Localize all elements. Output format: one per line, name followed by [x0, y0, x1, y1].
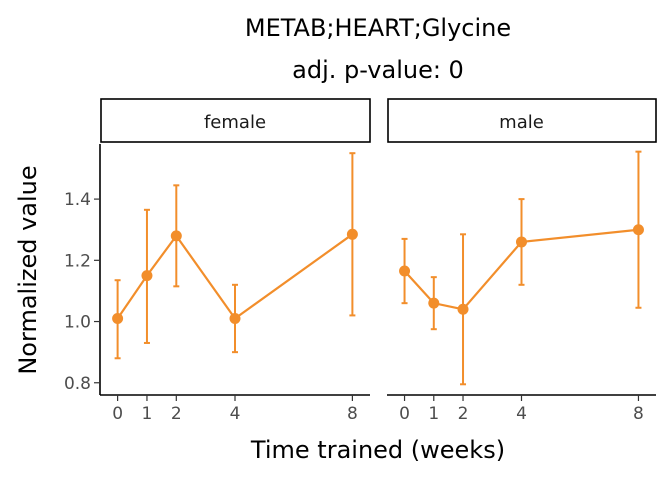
x-tick-label: 2 — [458, 404, 469, 424]
x-tick-label: 8 — [347, 404, 358, 424]
data-point — [112, 312, 124, 324]
x-tick-label: 0 — [112, 404, 123, 424]
x-tick-label: 4 — [516, 404, 527, 424]
x-tick-label: 1 — [142, 404, 153, 424]
data-point — [141, 270, 153, 282]
x-tick-label: 8 — [633, 404, 644, 424]
y-tick-label: 1.0 — [64, 313, 91, 333]
y-axis: 0.8 1.0 1.2 1.4 — [64, 144, 101, 395]
data-point — [457, 303, 469, 315]
facet-panel-male: male 0 1 2 4 8 — [387, 98, 657, 424]
facet-strip — [100, 98, 371, 143]
facet-strip — [387, 98, 657, 143]
facet-strip-label: female — [204, 112, 266, 133]
y-tick-label: 1.4 — [64, 190, 91, 210]
data-point — [229, 312, 241, 324]
data-point — [632, 224, 644, 236]
x-axis-title: Time trained (weeks) — [250, 436, 505, 464]
x-tick-label: 4 — [230, 404, 241, 424]
x-tick-label: 2 — [171, 404, 182, 424]
data-point — [516, 236, 527, 248]
y-tick-label: 1.2 — [64, 251, 91, 271]
chart-subtitle: adj. p-value: 0 — [292, 56, 464, 84]
y-axis-title: Normalized value — [14, 165, 42, 374]
x-tick-label: 0 — [399, 404, 410, 424]
data-point — [346, 228, 358, 240]
facet-panel-female: female 0 1 2 4 8 — [100, 98, 371, 424]
data-point — [399, 265, 411, 277]
data-point — [170, 230, 182, 242]
facet-strip-label: male — [499, 112, 544, 133]
y-tick-label: 0.8 — [64, 374, 91, 394]
data-point — [428, 297, 440, 309]
x-tick-label: 1 — [428, 404, 439, 424]
chart-title: METAB;HEART;Glycine — [245, 14, 511, 42]
